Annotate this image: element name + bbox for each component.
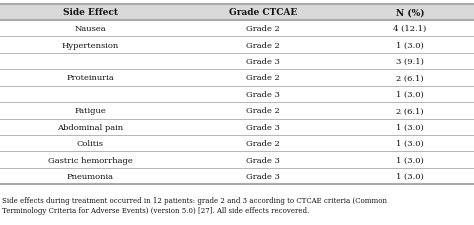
Bar [0,135,474,152]
Text: Fatigue: Fatigue [74,107,106,115]
Text: 1 (3.0): 1 (3.0) [396,41,424,50]
Text: Side Effect: Side Effect [63,8,118,17]
Text: Grade 3: Grade 3 [246,90,280,99]
Text: Gastric hemorrhage: Gastric hemorrhage [48,156,132,164]
Bar [0,4,474,21]
Text: Hypertension: Hypertension [62,41,118,50]
Text: Proteinuria: Proteinuria [66,74,114,82]
Text: 1 (3.0): 1 (3.0) [396,156,424,164]
Bar [0,54,474,70]
Text: Grade 3: Grade 3 [246,58,280,66]
Text: 1 (3.0): 1 (3.0) [396,123,424,131]
Text: Grade 3: Grade 3 [246,123,280,131]
Bar [0,103,474,119]
Text: Grade CTCAE: Grade CTCAE [229,8,297,17]
Text: Grade 2: Grade 2 [246,25,280,33]
Text: Grade 2: Grade 2 [246,74,280,82]
Bar [0,21,474,37]
Bar [0,119,474,135]
Bar [0,70,474,86]
Text: Pneumonia: Pneumonia [66,172,114,180]
Text: Nausea: Nausea [74,25,106,33]
Text: 2 (6.1): 2 (6.1) [396,107,424,115]
Text: Grade 2: Grade 2 [246,41,280,50]
Text: 2 (6.1): 2 (6.1) [396,74,424,82]
Bar [0,37,474,54]
Text: 4 (12.1): 4 (12.1) [393,25,427,33]
Text: 1 (3.0): 1 (3.0) [396,172,424,180]
Text: Grade 3: Grade 3 [246,156,280,164]
Bar [0,168,474,184]
Text: N (%): N (%) [396,8,424,17]
Text: 1 (3.0): 1 (3.0) [396,140,424,148]
Text: Grade 2: Grade 2 [246,140,280,148]
Text: 1 (3.0): 1 (3.0) [396,90,424,99]
Text: Side effects during treatment occurred in 12 patients: grade 2 and 3 according t: Side effects during treatment occurred i… [2,196,387,214]
Text: Abdominal pain: Abdominal pain [57,123,123,131]
Bar [0,152,474,168]
Text: 3 (9.1): 3 (9.1) [396,58,424,66]
Text: Grade 2: Grade 2 [246,107,280,115]
Bar [0,86,474,103]
Text: Grade 3: Grade 3 [246,172,280,180]
Text: Colitis: Colitis [77,140,103,148]
